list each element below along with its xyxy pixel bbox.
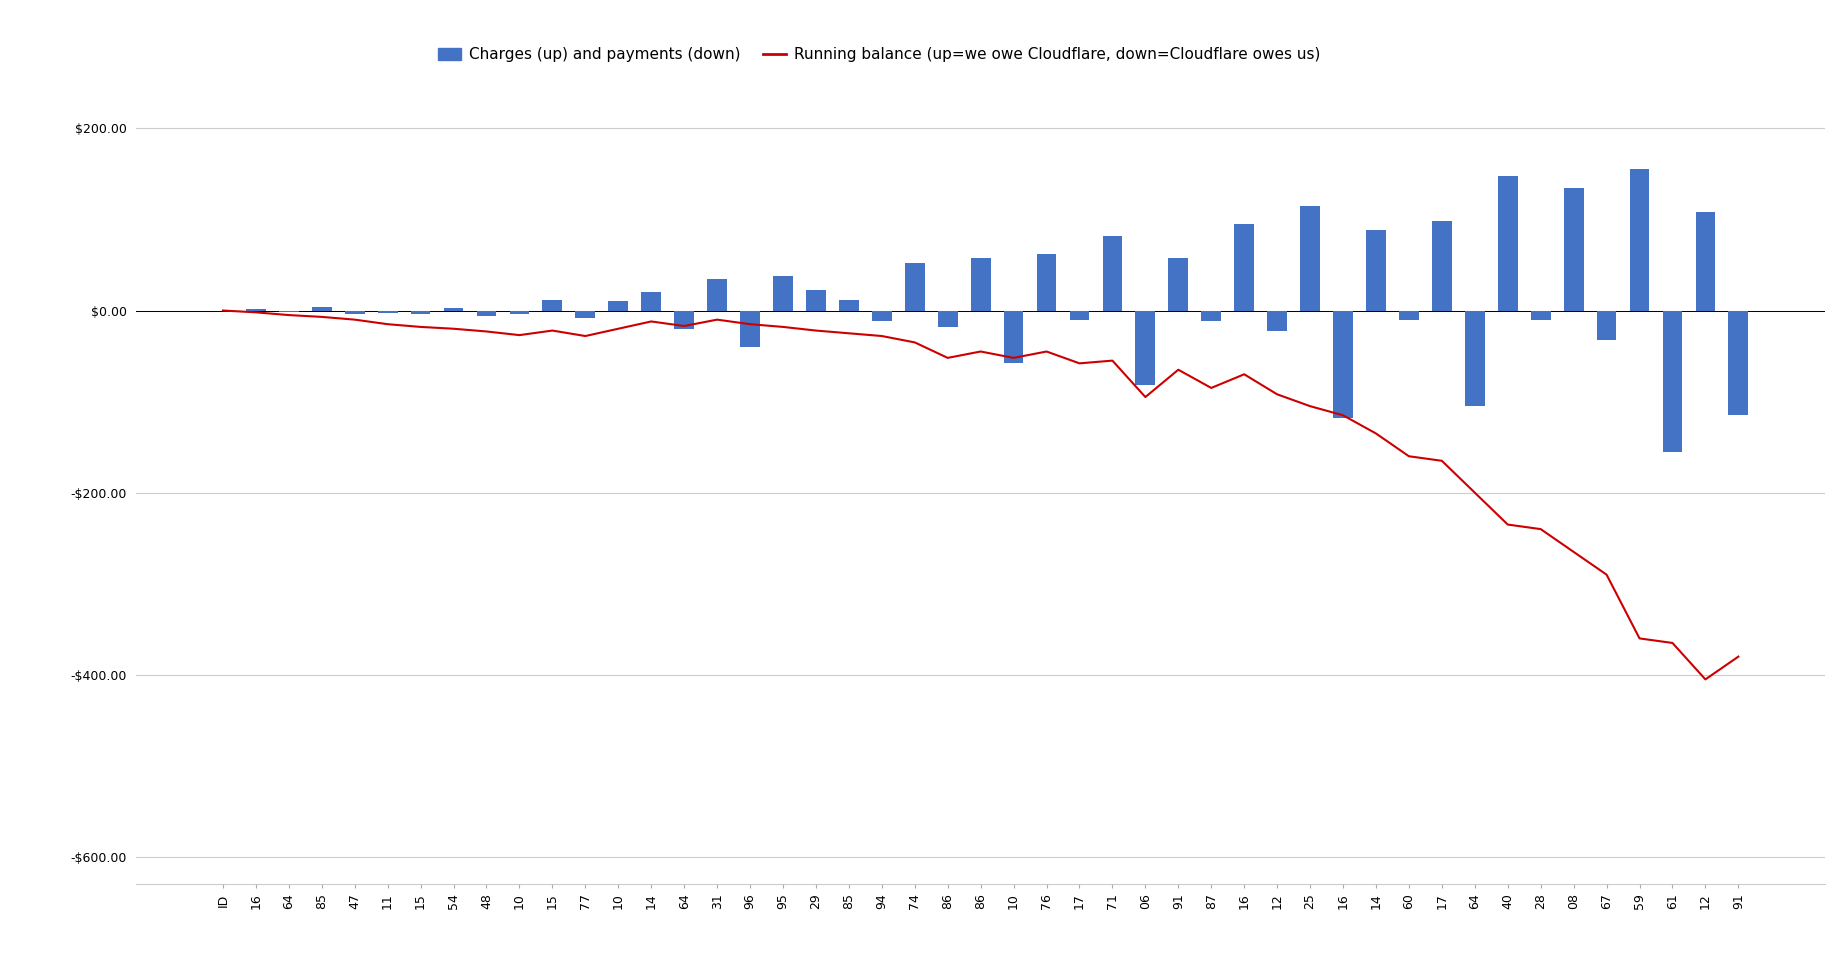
Bar bbox=[313, 306, 331, 310]
Bar bbox=[1629, 169, 1648, 310]
Bar bbox=[1002, 310, 1022, 363]
Bar bbox=[1300, 205, 1319, 310]
Bar bbox=[1365, 231, 1385, 310]
Bar bbox=[706, 278, 726, 310]
Bar bbox=[377, 310, 397, 313]
Bar bbox=[642, 292, 660, 310]
Bar bbox=[938, 310, 956, 327]
Bar bbox=[1596, 310, 1616, 340]
Bar bbox=[1333, 310, 1352, 418]
Bar bbox=[476, 310, 497, 316]
Bar bbox=[839, 300, 859, 310]
Bar bbox=[1662, 310, 1681, 451]
Bar bbox=[1530, 310, 1550, 320]
Bar bbox=[1102, 235, 1122, 310]
Bar bbox=[1234, 224, 1254, 310]
Bar bbox=[971, 258, 989, 310]
Bar bbox=[1497, 176, 1517, 310]
Bar bbox=[1267, 310, 1285, 331]
Bar bbox=[1431, 221, 1451, 310]
Bar bbox=[344, 310, 364, 314]
Bar bbox=[1727, 310, 1747, 415]
Bar bbox=[410, 310, 430, 314]
Bar bbox=[1398, 310, 1418, 320]
Bar bbox=[739, 310, 760, 347]
Bar bbox=[1563, 188, 1583, 310]
Bar bbox=[543, 300, 563, 310]
Bar bbox=[1464, 310, 1484, 406]
Bar bbox=[576, 310, 594, 318]
Bar bbox=[509, 310, 530, 314]
Bar bbox=[246, 308, 265, 310]
Bar bbox=[905, 263, 925, 310]
Bar bbox=[1135, 310, 1155, 385]
Bar bbox=[280, 310, 298, 312]
Bar bbox=[805, 291, 826, 310]
Bar bbox=[1694, 212, 1714, 310]
Bar bbox=[1068, 310, 1089, 320]
Bar bbox=[772, 276, 793, 310]
Bar bbox=[673, 310, 693, 329]
Bar bbox=[443, 307, 463, 310]
Bar bbox=[1201, 310, 1221, 321]
Bar bbox=[1035, 254, 1056, 310]
Legend: Charges (up) and payments (down), Running balance (up=we owe Cloudflare, down=Cl: Charges (up) and payments (down), Runnin… bbox=[432, 41, 1326, 68]
Bar bbox=[609, 302, 627, 310]
Bar bbox=[872, 310, 892, 321]
Bar bbox=[1168, 258, 1188, 310]
